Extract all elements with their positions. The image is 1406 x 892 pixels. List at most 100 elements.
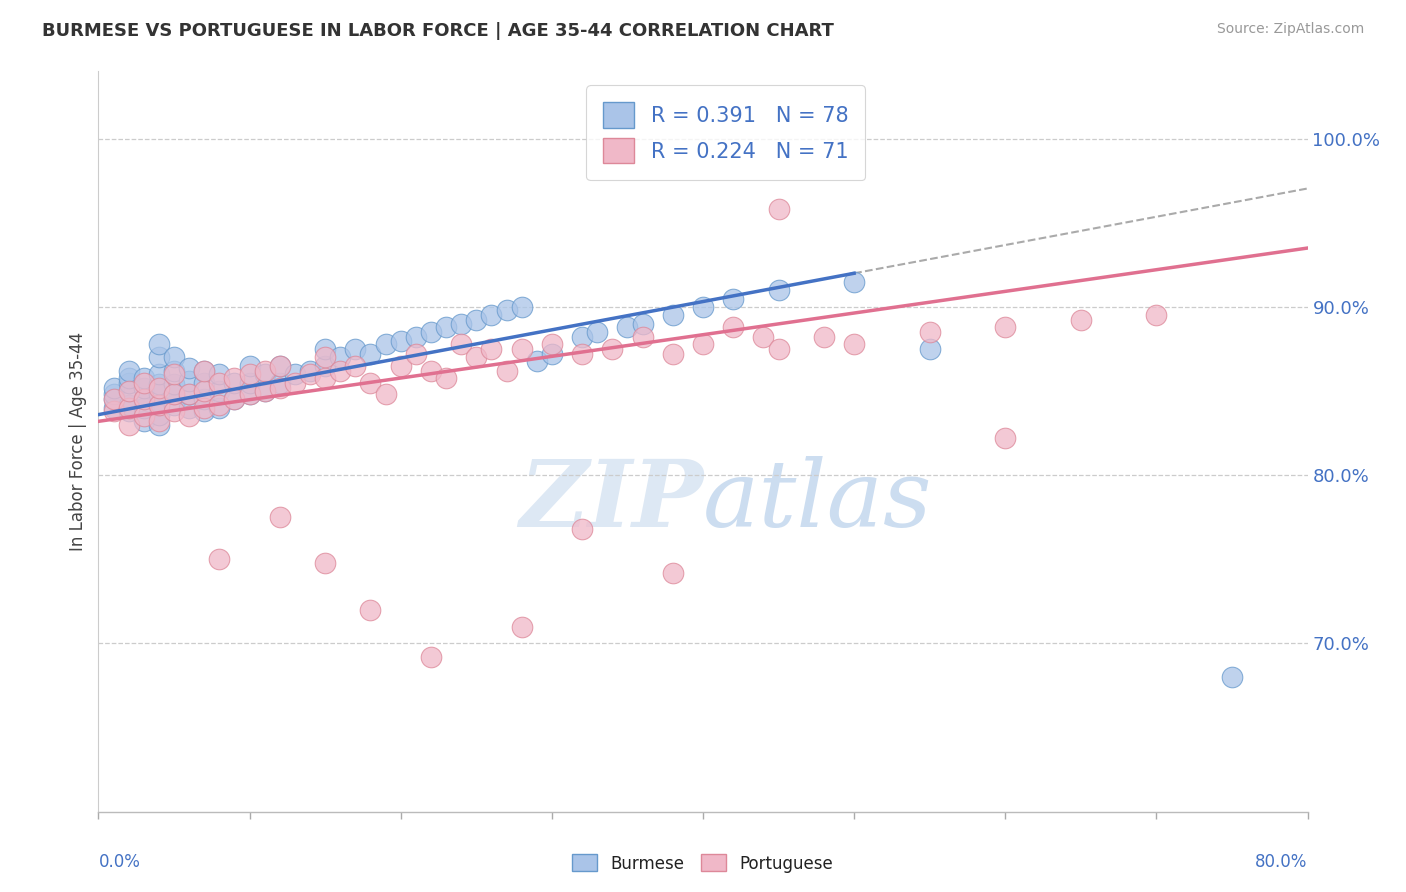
Point (314, 351, 336, 365)
Point (420, 364, 443, 378)
Point (163, 368, 186, 382)
Point (692, 300, 714, 314)
Point (269, 359, 291, 373)
Point (132, 370, 155, 384)
Point (148, 414, 170, 428)
Point (1220, 670, 1243, 684)
Text: ZIP: ZIP (519, 456, 703, 546)
Point (239, 376, 262, 390)
Point (420, 325, 443, 339)
Point (163, 404, 186, 418)
Point (465, 351, 488, 365)
Point (118, 404, 141, 418)
Point (179, 401, 201, 415)
Point (103, 387, 125, 401)
Point (163, 351, 186, 365)
Point (193, 401, 215, 415)
Point (132, 414, 155, 428)
Point (631, 317, 654, 331)
Point (329, 351, 352, 365)
Y-axis label: In Labor Force | Age 35-44: In Labor Force | Age 35-44 (69, 332, 87, 551)
Point (132, 376, 155, 390)
Point (148, 387, 170, 401)
Point (329, 364, 352, 378)
Point (148, 398, 170, 412)
Point (405, 330, 427, 344)
Point (132, 392, 155, 407)
Point (118, 401, 141, 415)
Point (374, 337, 396, 351)
Point (510, 620, 533, 634)
Point (314, 342, 336, 356)
Point (1070, 313, 1092, 327)
Point (118, 384, 141, 398)
Point (103, 392, 125, 407)
Point (179, 387, 201, 401)
Point (616, 320, 638, 334)
Point (179, 409, 201, 424)
Point (389, 334, 412, 348)
Point (148, 381, 170, 395)
Point (148, 368, 170, 382)
Point (224, 392, 246, 407)
Point (132, 409, 155, 424)
Point (253, 384, 276, 398)
Text: BURMESE VS PORTUGUESE IN LABOR FORCE | AGE 35-44 CORRELATION CHART: BURMESE VS PORTUGUESE IN LABOR FORCE | A… (42, 22, 834, 40)
Point (768, 283, 790, 297)
Point (253, 364, 276, 378)
Text: atlas: atlas (703, 456, 932, 546)
Point (103, 381, 125, 395)
Legend: R = 0.391   N = 78, R = 0.224   N = 71: R = 0.391 N = 78, R = 0.224 N = 71 (586, 86, 865, 180)
Point (148, 408, 170, 422)
Point (163, 387, 186, 401)
Point (602, 342, 624, 356)
Point (118, 364, 141, 378)
Point (450, 317, 472, 331)
Point (314, 370, 336, 384)
Point (239, 387, 262, 401)
Point (284, 376, 307, 390)
Point (148, 377, 170, 392)
Point (224, 376, 246, 390)
Text: Source: ZipAtlas.com: Source: ZipAtlas.com (1216, 22, 1364, 37)
Point (723, 292, 745, 306)
Point (420, 649, 443, 664)
Point (723, 320, 745, 334)
Point (208, 376, 231, 390)
Point (163, 377, 186, 392)
Point (132, 381, 155, 395)
Point (661, 347, 683, 361)
Point (269, 381, 291, 395)
Point (208, 398, 231, 412)
Point (179, 387, 201, 401)
Point (163, 398, 186, 412)
Point (284, 368, 307, 382)
Point (148, 398, 170, 412)
Point (103, 404, 125, 418)
Point (374, 387, 396, 401)
Point (269, 359, 291, 373)
Text: 0.0%: 0.0% (98, 854, 141, 871)
Point (571, 522, 593, 536)
Point (253, 384, 276, 398)
Point (118, 417, 141, 432)
Point (752, 330, 775, 344)
Point (239, 368, 262, 382)
Point (434, 370, 457, 384)
Point (193, 376, 215, 390)
Point (526, 353, 548, 368)
Point (661, 309, 683, 323)
Point (148, 417, 170, 432)
Point (495, 364, 517, 378)
Point (208, 552, 231, 566)
Point (571, 330, 593, 344)
Point (118, 370, 141, 384)
Point (208, 368, 231, 382)
Point (344, 359, 367, 373)
Point (118, 376, 141, 390)
Point (193, 364, 215, 378)
Point (118, 384, 141, 398)
Point (193, 364, 215, 378)
Point (224, 370, 246, 384)
Point (299, 364, 322, 378)
